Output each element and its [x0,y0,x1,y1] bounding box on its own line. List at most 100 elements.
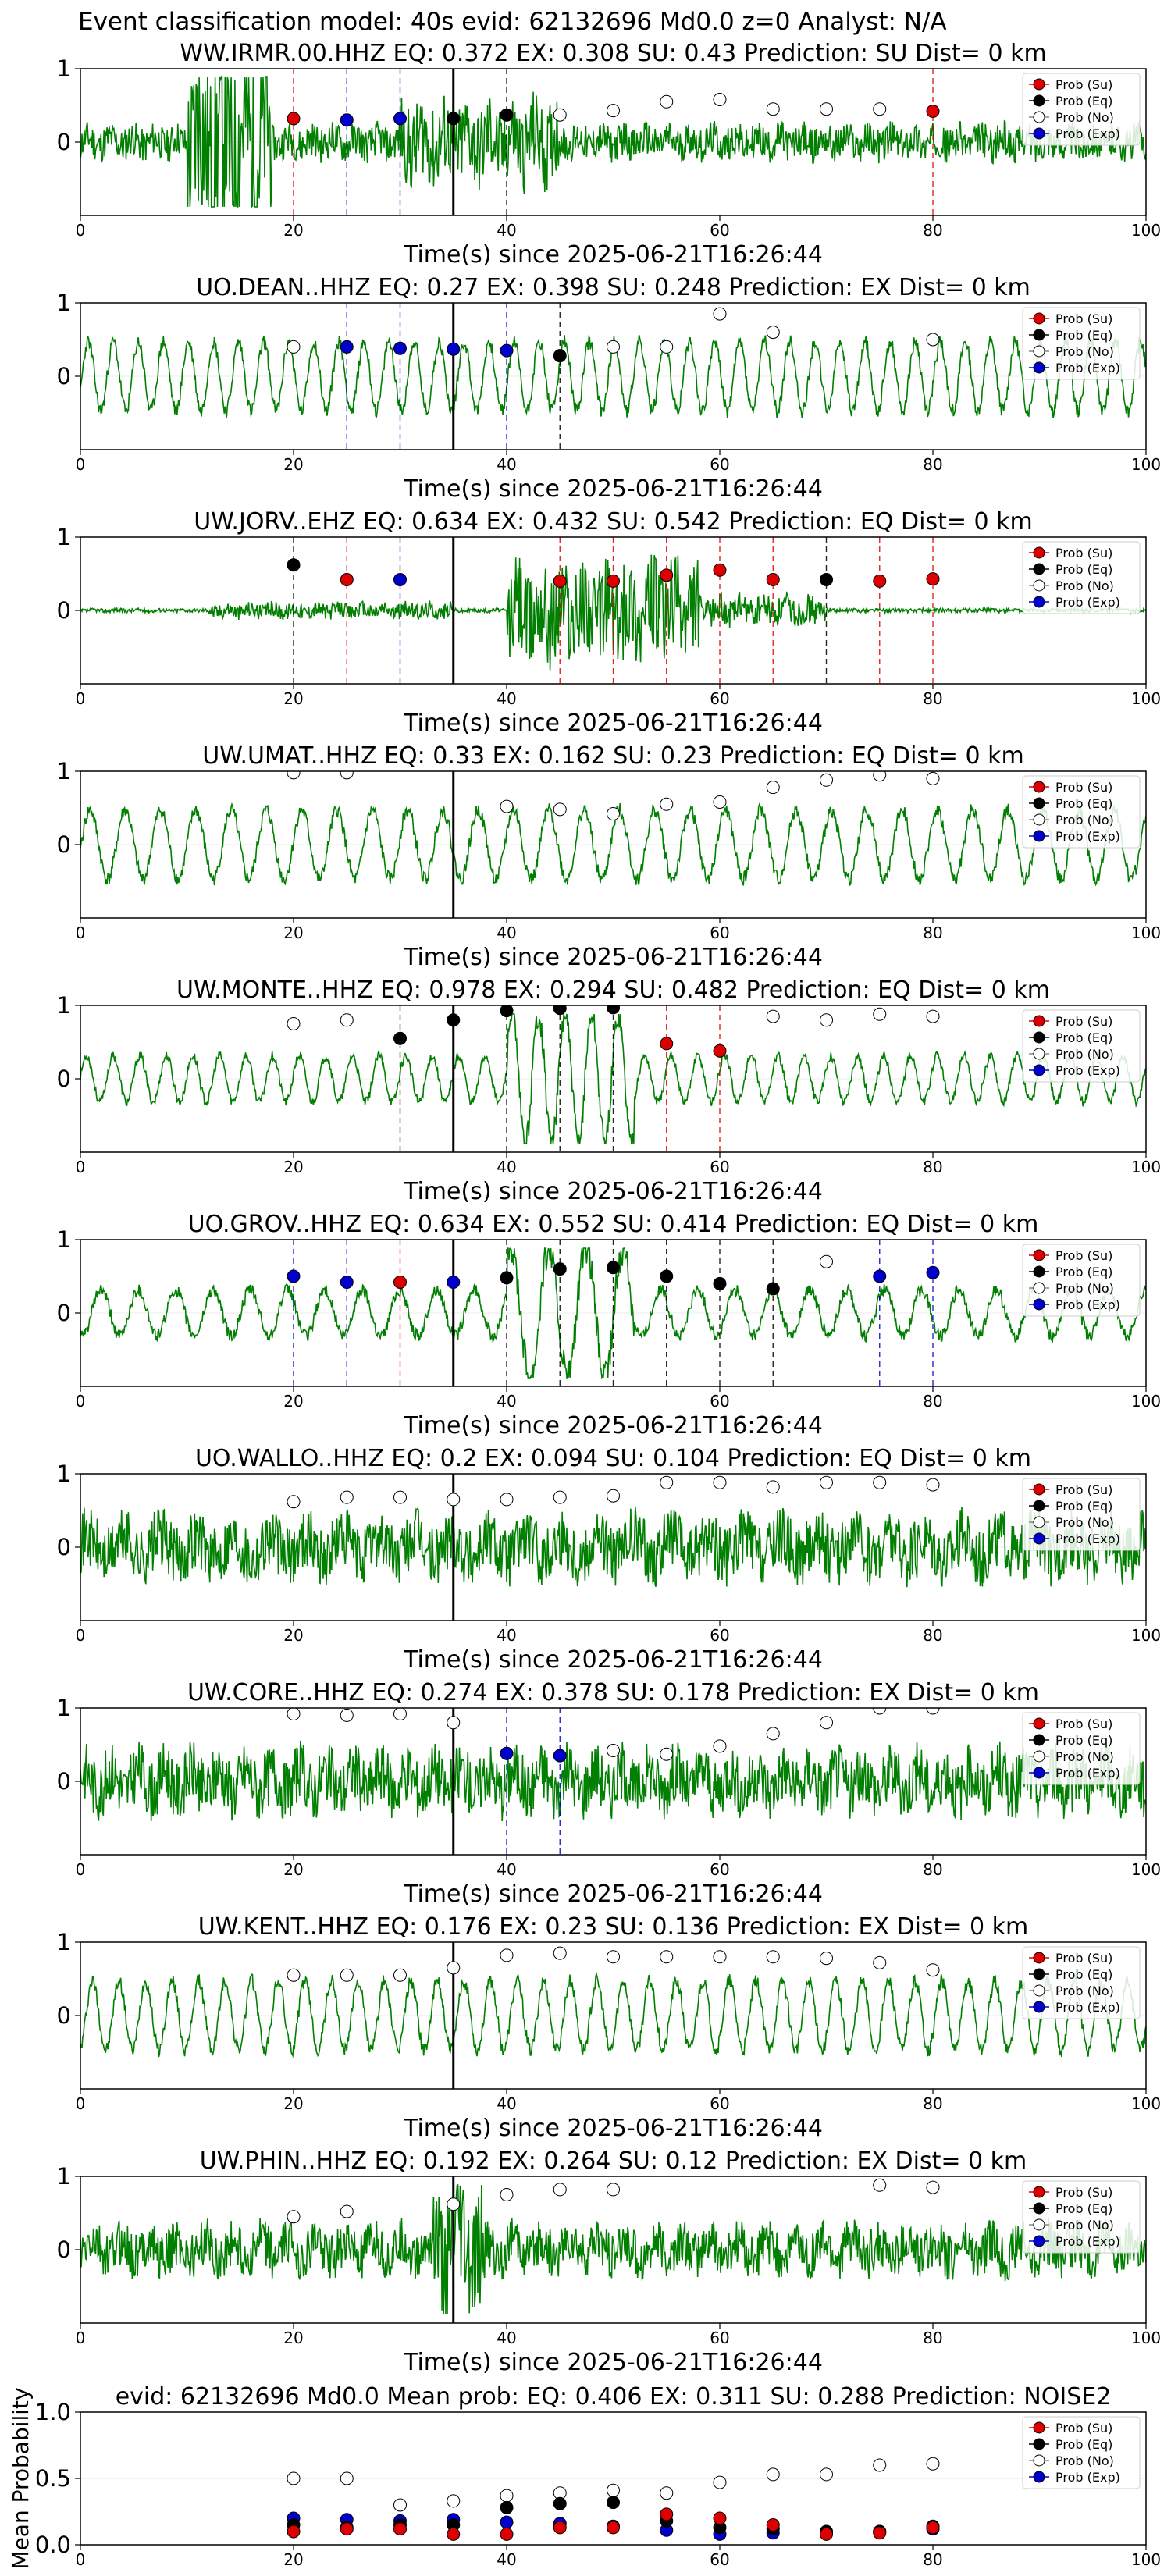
prob-point-no [660,1475,674,1489]
panel-3: UW.JORV..EHZ EQ: 0.634 EX: 0.432 SU: 0.5… [57,508,1162,737]
prob-point-no [287,1017,301,1030]
legend-label-no: Prob (No) [1055,1515,1114,1530]
legend-marker-eq [1033,2202,1045,2215]
plot-area [80,1708,1146,1855]
prob-point-no [766,781,780,795]
legend-marker-su [1033,1015,1045,1027]
waveform-trace [80,1506,1146,1588]
legend-marker-no [1033,2218,1045,2231]
x-tick-label: 20 [283,923,303,942]
prob-point-no [393,1490,407,1504]
mean-prob-point-no [873,2458,887,2472]
x-tick-label: 20 [283,2094,303,2113]
prob-point-no [660,1950,674,1964]
x-tick-label: 60 [710,455,729,474]
prob-point-no [926,1708,940,1715]
prob-point-no [766,326,780,340]
prob-point-no [340,2204,354,2218]
prob-point-no [340,1490,354,1504]
legend-label-eq: Prob (Eq) [1055,2201,1112,2216]
legend-label-eq: Prob (Eq) [1055,1265,1112,1279]
x-axis-label: Time(s) since 2025-06-21T16:26:44 [403,1880,823,1908]
x-tick-label: 80 [923,2094,942,2113]
prob-point-no [660,340,674,354]
legend-marker-exp [1033,596,1045,608]
prob-point-su [713,563,727,577]
x-axis-label: Time(s) since 2025-06-21T16:26:44 [403,241,823,269]
legend-box-7 [1022,1712,1141,1785]
prob-point-su [287,112,301,126]
legend-label-no: Prob (No) [1055,2218,1114,2233]
mean-prob-point-su [553,2521,567,2535]
prob-point-no [873,1708,887,1715]
legend-label-su: Prob (Su) [1055,1951,1112,1966]
prob-point-no [820,773,833,787]
prob-point-no [713,1739,727,1753]
x-tick-label: 100 [1131,1392,1161,1411]
mean-prob-point-no [713,2475,727,2489]
legend-marker-su [1033,1717,1045,1730]
panel-title: UW.JORV..EHZ EQ: 0.634 EX: 0.432 SU: 0.5… [194,508,1032,535]
legend-label-exp: Prob (Exp) [1055,1766,1120,1781]
prob-point-no [553,802,567,817]
prob-point-exp [393,341,407,355]
x-tick-label: 0 [76,689,86,708]
mean-prob-point-no [340,2471,354,2485]
y-axis-label: Mean Probability [8,2387,34,2569]
prob-point-no [500,2188,514,2201]
mean-prob-point-no [820,2467,833,2482]
y-tick-label: 0.5 [35,2465,71,2492]
x-tick-label: 40 [497,2094,516,2113]
x-tick-label: 0 [76,2550,86,2569]
x-tick-label: 80 [923,221,942,240]
panel-5: UW.MONTE..HHZ EQ: 0.978 EX: 0.294 SU: 0.… [57,977,1162,1205]
y-tick-label: 0 [57,2002,71,2029]
legend-marker-no [1033,2454,1045,2467]
prob-point-eq [500,1271,514,1285]
prob-point-eq [393,1031,407,1045]
y-tick-label: 0 [57,2236,71,2263]
legend-marker-eq [1033,1500,1045,1512]
prob-point-no [340,1708,354,1722]
legend-label-no: Prob (No) [1055,578,1114,593]
x-tick-label: 0 [76,221,86,240]
prob-point-no [926,1009,940,1023]
legend-label-eq: Prob (Eq) [1055,328,1112,343]
legend-label-eq: Prob (Eq) [1055,1967,1112,1982]
y-tick-label: 0 [57,1066,71,1092]
x-tick-label: 40 [497,1392,516,1411]
prob-point-no [287,1968,301,1982]
y-tick-label: 0 [57,129,71,155]
prob-point-no [553,108,567,122]
legend-label-su: Prob (Su) [1055,2185,1112,2200]
prob-point-eq [607,1005,620,1015]
prob-point-no [553,2183,567,2197]
waveform-trace [80,76,1146,208]
prob-point-no [820,1475,833,1489]
prob-point-exp [500,1746,514,1760]
y-tick-label: 1.0 [35,2399,71,2425]
legend-label-no: Prob (No) [1055,2453,1114,2468]
mean-prob-point-su [393,2522,407,2536]
x-tick-label: 20 [283,1626,303,1645]
legend-marker-su [1033,2186,1045,2198]
panel-11: evid: 62132696 Md0.0 Mean prob: EQ: 0.40… [8,2383,1161,2570]
prob-point-no [500,1948,514,1962]
legend-label-eq: Prob (Eq) [1055,1030,1112,1045]
x-tick-label: 80 [923,1860,942,1879]
x-tick-label: 80 [923,2550,942,2569]
x-tick-label: 60 [710,689,729,708]
mean-prob-point-no [607,2483,620,2497]
panel-title: UW.PHIN..HHZ EQ: 0.192 EX: 0.264 SU: 0.1… [200,2147,1027,2175]
legend-label-exp: Prob (Exp) [1055,1532,1120,1546]
legend-label-no: Prob (No) [1055,1047,1114,1062]
panel-title: WW.IRMR.00.HHZ EQ: 0.372 EX: 0.308 SU: 0… [180,40,1046,67]
figure-title: Event classification model: 40s evid: 62… [78,8,947,36]
prob-point-no [926,1963,940,1977]
prob-point-no [926,2180,940,2194]
legend-marker-exp [1033,2471,1045,2483]
panel-7: UO.WALLO..HHZ EQ: 0.2 EX: 0.094 SU: 0.10… [57,1445,1162,1674]
legend-label-exp: Prob (Exp) [1055,595,1120,610]
x-tick-label: 20 [283,2550,303,2569]
mean-prob-point-su [766,2518,780,2532]
